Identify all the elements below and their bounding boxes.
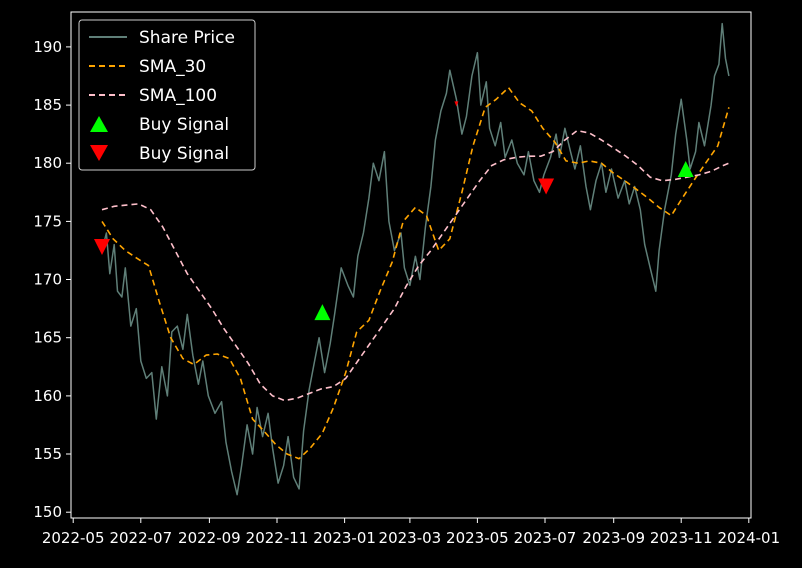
y-tick-label: 185 <box>33 96 62 114</box>
y-tick-label: 150 <box>33 503 62 521</box>
buy-signal-marker-4 <box>538 178 555 195</box>
y-axis: 150 155 160 165 170 175 180 185 190 <box>33 38 71 521</box>
buy-signal-marker-5 <box>677 161 694 177</box>
legend-label-buy-signal-up: Buy Signal <box>139 115 229 135</box>
legend-swatch-buy-signal-up <box>90 116 108 132</box>
x-tick-label: 2022-07 <box>109 529 172 547</box>
x-tick-label: 2023-09 <box>582 529 645 547</box>
legend-box <box>78 19 256 171</box>
y-tick-label: 165 <box>33 329 62 347</box>
x-tick-label: 2022-05 <box>42 529 105 547</box>
series-line-sma-30 <box>101 86 730 460</box>
y-tick-label: 155 <box>33 445 62 463</box>
legend-label-sma-100: SMA_100 <box>139 86 217 106</box>
y-tick-label: 180 <box>33 154 62 172</box>
y-tick-label: 160 <box>33 387 62 405</box>
x-tick-label: 2023-07 <box>514 529 577 547</box>
y-tick-label: 170 <box>33 271 62 289</box>
legend: Share Price SMA_30 SMA_100 Buy Signal Bu… <box>78 19 256 171</box>
legend-swatch-buy-signal-down <box>90 145 108 161</box>
legend-label-buy-signal-down: Buy Signal <box>139 144 229 164</box>
legend-label-share-price: Share Price <box>139 28 235 48</box>
legend-label-sma-30: SMA_30 <box>139 57 206 77</box>
y-tick-label: 175 <box>33 212 62 230</box>
series-layer <box>101 22 730 496</box>
buy-signal-marker-1 <box>94 239 110 255</box>
buy-signal-marker-2 <box>314 304 331 321</box>
x-axis: 2022-05 2022-07 2022-09 2022-11 2023-01 2023-… <box>42 518 780 547</box>
x-tick-label: 2023-01 <box>313 529 376 547</box>
plot-frame <box>70 11 752 519</box>
buy-signal-marker-3 <box>454 101 459 107</box>
x-tick-label: 2023-03 <box>379 529 442 547</box>
x-tick-label: 2022-11 <box>246 529 309 547</box>
x-tick-label: 2024-01 <box>717 529 780 547</box>
marker-layer <box>94 101 694 321</box>
x-tick-label: 2022-09 <box>178 529 241 547</box>
x-tick-label: 2023-11 <box>650 529 713 547</box>
x-tick-label: 2023-05 <box>446 529 509 547</box>
y-tick-label: 190 <box>33 38 62 56</box>
